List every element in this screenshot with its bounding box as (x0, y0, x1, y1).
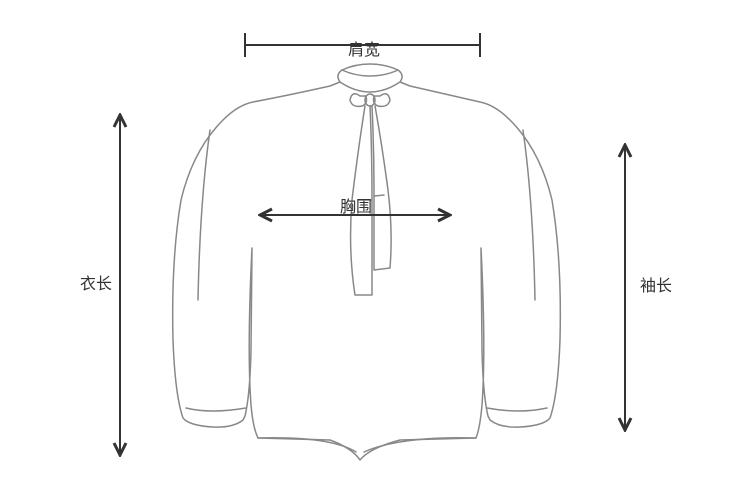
garment-svg (0, 0, 750, 500)
shoulder-label: 肩宽 (348, 36, 380, 60)
sleeve-length-label: 袖长 (640, 272, 672, 296)
body-length-label: 衣长 (80, 270, 112, 294)
garment-outline (173, 64, 561, 460)
chest-label: 胸围 (340, 193, 372, 217)
size-diagram: 肩宽 胸围 衣长 袖长 (0, 0, 750, 500)
